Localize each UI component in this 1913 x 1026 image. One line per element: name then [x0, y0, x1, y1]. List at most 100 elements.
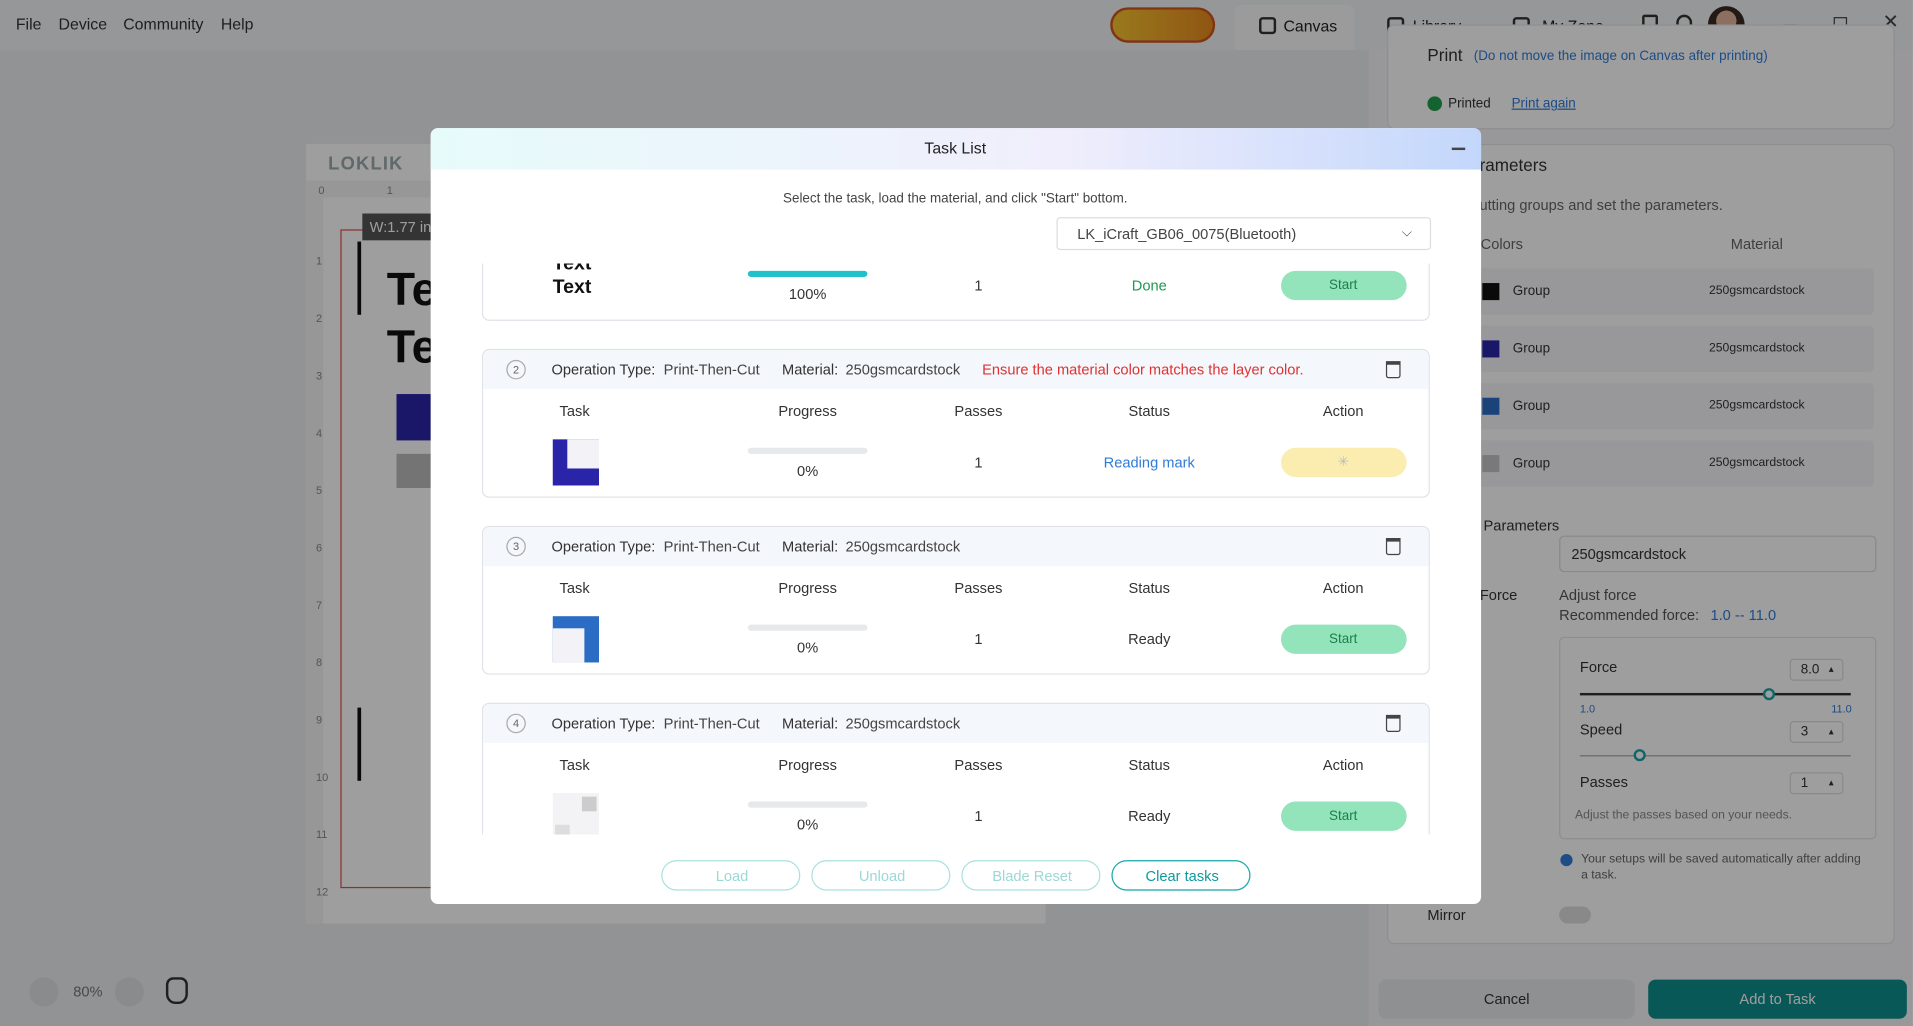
footer-button[interactable]: Load [661, 860, 801, 891]
slider-max: 11.0 [1831, 702, 1852, 715]
spinner: ▴ [1828, 725, 1834, 737]
operation-label: Operation Type: [551, 361, 656, 379]
slider-knob[interactable] [1763, 688, 1776, 701]
group-row[interactable]: Group 250gsmcardstock [1427, 383, 1874, 430]
footer-button[interactable]: Blade Reset [961, 860, 1101, 891]
start-text: Start [1329, 631, 1358, 647]
slider-card: Force 8.0 ▴ 1.0 11.0 Speed 3 ▴ Passes 1 ▴ Adjust th… [1559, 636, 1877, 840]
thumb-shape [555, 824, 570, 835]
group-material: 250gsmcardstock [1708, 341, 1805, 356]
footer-button[interactable]: Clear tasks [1111, 860, 1251, 891]
group-row[interactable]: Group 250gsmcardstock [1427, 440, 1874, 487]
force-recommended: Recommended force: [1559, 606, 1700, 624]
ruler-number: 6 [315, 541, 323, 554]
slider-hint: Adjust the passes based on your needs. [1575, 808, 1793, 823]
material-label: Material: [782, 714, 839, 732]
force-note: Adjust force [1559, 586, 1637, 604]
passes: 1 [974, 276, 983, 295]
ruler-number: 3 [315, 369, 323, 382]
promo-badge[interactable] [1110, 7, 1216, 43]
start-button[interactable]: Start [1281, 270, 1407, 301]
menu-item[interactable]: Device [58, 14, 108, 33]
column-header: Progress [778, 756, 837, 774]
thumb-shape [552, 628, 585, 663]
column-header: Task [559, 402, 590, 420]
preview-text: Te [386, 264, 438, 316]
add-button[interactable]: Add to Task [1648, 979, 1907, 1019]
task-thumbnail [552, 439, 600, 486]
column-header: Material [1730, 235, 1783, 253]
slider-knob[interactable] [1633, 749, 1646, 762]
operation-label: Operation Type: [551, 538, 656, 556]
column-header: Status [1128, 579, 1170, 597]
operation-type: Print-Then-Cut [663, 538, 760, 556]
menu-item[interactable]: Help [220, 14, 254, 33]
delete-task[interactable] [1385, 361, 1401, 379]
ruler-number: 8 [315, 656, 323, 669]
number-input[interactable]: 8.0 ▴ [1789, 658, 1844, 681]
group-material: 250gsmcardstock [1708, 398, 1805, 413]
material-name: 250gsmcardstock [845, 714, 961, 732]
group-row[interactable]: Group 250gsmcardstock [1427, 325, 1874, 373]
column-header: Colors [1480, 235, 1523, 253]
delete-task[interactable] [1385, 714, 1401, 732]
progress-label: 0% [797, 639, 819, 657]
tab[interactable]: Canvas [1283, 17, 1338, 36]
footer-button-text: Blade Reset [992, 867, 1072, 885]
modal-header: Task List [430, 128, 1482, 170]
slider-track [1579, 692, 1851, 696]
start-button[interactable]: Start [1281, 624, 1407, 654]
number-input[interactable]: 1 ▴ [1789, 772, 1844, 795]
task-index-circle [506, 536, 526, 557]
add-text: Add to Task [1739, 990, 1816, 1008]
info-text: Your setups will be saved automatically … [1581, 852, 1861, 883]
passes: 1 [974, 630, 983, 648]
material-label: Material: [782, 361, 839, 379]
task-index: 4 [513, 717, 520, 730]
printed-icon [1427, 96, 1443, 112]
progress-track [747, 801, 868, 808]
start-button[interactable]: Start [1281, 801, 1407, 831]
column-header: Status [1128, 756, 1170, 774]
number-input[interactable]: 3 ▴ [1789, 721, 1844, 743]
task-card-header: 3 Operation Type: Print-Then-Cut Material: 2… [483, 527, 1429, 567]
print-again[interactable]: Print again [1511, 96, 1576, 112]
dimension-tag: W:1.77 in [362, 213, 439, 241]
zoom-in[interactable] [114, 977, 144, 1007]
loading-button[interactable]: ✳ [1281, 447, 1407, 478]
footer-button[interactable]: Unload [811, 860, 951, 891]
group-row[interactable]: Group 250gsmcardstock [1427, 268, 1874, 315]
status: Reading mark [1103, 453, 1195, 471]
progress-track [747, 270, 868, 277]
column-header: Progress [778, 579, 837, 597]
group-swatch [1482, 283, 1500, 301]
column-header: Status [1128, 402, 1170, 420]
zoom-out[interactable] [29, 977, 59, 1007]
column-header: Passes [954, 402, 1003, 420]
ruler-number: 1 [386, 184, 393, 197]
material-select-value: 250gsmcardstock [1571, 545, 1687, 563]
task-card: 2 Operation Type: Print-Then-Cut Material: 2… [481, 348, 1430, 498]
mirror-label: Mirror [1427, 906, 1466, 924]
ruler-number: 10 [315, 771, 329, 784]
group-swatch [1482, 455, 1500, 473]
preview-mark [357, 707, 362, 781]
progress-track [747, 624, 868, 631]
column-header: Passes [954, 579, 1003, 597]
cancel-text: Cancel [1483, 990, 1530, 1008]
material-label: Material: [782, 538, 839, 556]
tab-icon [1259, 17, 1277, 35]
operation-type: Print-Then-Cut [663, 714, 760, 732]
material-select[interactable]: 250gsmcardstock [1559, 535, 1877, 573]
delete-task[interactable] [1385, 538, 1401, 556]
modal-minimize[interactable] [1451, 147, 1466, 150]
column-header: Action [1322, 579, 1364, 597]
menu-item[interactable]: File [15, 14, 42, 33]
operation-label: Operation Type: [551, 714, 656, 732]
cancel-button[interactable]: Cancel [1378, 979, 1635, 1019]
menu-item[interactable]: Community [123, 14, 204, 33]
hand-tool[interactable] [165, 977, 188, 1005]
mirror-toggle[interactable] [1559, 906, 1591, 924]
device-select[interactable]: LK_iCraft_GB06_0075(Bluetooth) ⌵ [1056, 217, 1432, 251]
